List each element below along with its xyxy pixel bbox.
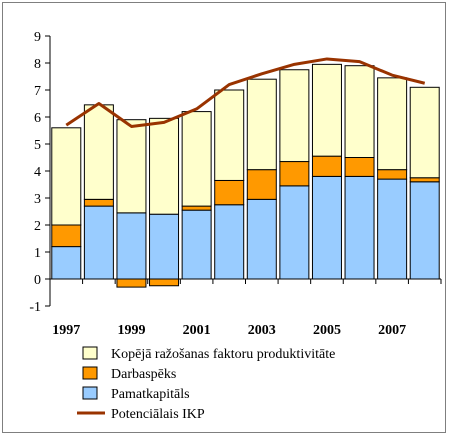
- bar-kopeja-razosanas-faktoru-produktivitate-1999: [116, 119, 147, 214]
- y-tick-label-5: 5: [34, 138, 41, 153]
- y-tick-label-7: 7: [34, 84, 41, 99]
- bar-darbaspeks-2004: [279, 161, 310, 187]
- bar-darbaspeks-1997: [51, 224, 82, 248]
- legend-label-kopeja-razosanas-faktoru-produktivitate: Kopējā ražošanas faktoru produktivitāte: [111, 347, 335, 362]
- bar-pamatkapitals-2002: [214, 204, 245, 280]
- bar-kopeja-razosanas-faktoru-produktivitate-2003: [246, 78, 277, 171]
- bar-pamatkapitals-1998: [83, 205, 114, 280]
- x-tick-label-2001: 2001: [183, 323, 211, 338]
- legend-swatch-kopeja-razosanas-faktoru-produktivitate: [82, 346, 98, 360]
- bar-kopeja-razosanas-faktoru-produktivitate-2006: [344, 65, 375, 158]
- bar-darbaspeks-2006: [344, 157, 375, 177]
- bar-pamatkapitals-2005: [311, 175, 342, 280]
- y-tick-label-6: 6: [34, 111, 41, 126]
- y-tick-label-9: 9: [34, 30, 41, 45]
- y-tick-label-8: 8: [34, 57, 41, 72]
- legend-swatch-darbaspeks: [82, 366, 98, 380]
- bar-pamatkapitals-2000: [149, 213, 180, 280]
- x-tick-label-2005: 2005: [313, 323, 341, 338]
- bar-pamatkapitals-2008: [409, 181, 440, 280]
- x-tick-label-1997: 1997: [52, 323, 80, 338]
- bar-kopeja-razosanas-faktoru-produktivitate-2004: [279, 69, 310, 163]
- line-potencialais-ikp: [65, 57, 426, 128]
- bar-darbaspeks-2000: [149, 278, 180, 287]
- bar-kopeja-razosanas-faktoru-produktivitate-2000: [149, 117, 180, 215]
- bar-pamatkapitals-2003: [246, 198, 277, 280]
- bar-darbaspeks-2005: [311, 155, 342, 177]
- bar-pamatkapitals-2007: [377, 178, 408, 280]
- y-tick-label--1: -1: [29, 300, 41, 315]
- legend-swatch-pamatkapitals: [82, 386, 98, 400]
- bar-pamatkapitals-1999: [116, 212, 147, 280]
- y-tick-label-0: 0: [34, 273, 41, 288]
- x-tick-label-2003: 2003: [248, 323, 276, 338]
- bar-kopeja-razosanas-faktoru-produktivitate-2001: [181, 111, 212, 207]
- bar-kopeja-razosanas-faktoru-produktivitate-1998: [83, 104, 114, 200]
- bar-kopeja-razosanas-faktoru-produktivitate-2002: [214, 89, 245, 181]
- bar-darbaspeks-2002: [214, 179, 245, 206]
- legend-label-potencialais-ikp: Potenciālais IKP: [111, 407, 205, 422]
- bar-pamatkapitals-2001: [181, 209, 212, 280]
- y-tick-label-3: 3: [34, 192, 41, 207]
- bar-darbaspeks-1998: [83, 198, 114, 207]
- y-tick-label-2: 2: [34, 219, 41, 234]
- legend-label-pamatkapitals: Pamatkapitāls: [111, 387, 190, 402]
- bar-pamatkapitals-2006: [344, 175, 375, 280]
- bar-darbaspeks-2001: [181, 205, 212, 211]
- bar-kopeja-razosanas-faktoru-produktivitate-2007: [377, 77, 408, 171]
- bar-darbaspeks-2008: [409, 177, 440, 183]
- bar-pamatkapitals-1997: [51, 246, 82, 280]
- x-tick-label-2007: 2007: [378, 323, 406, 338]
- bar-pamatkapitals-2004: [279, 185, 310, 280]
- bar-kopeja-razosanas-faktoru-produktivitate-2005: [311, 63, 342, 157]
- y-tick-label-4: 4: [34, 165, 41, 180]
- bar-darbaspeks-2007: [377, 169, 408, 180]
- bar-kopeja-razosanas-faktoru-produktivitate-2008: [409, 86, 440, 179]
- bar-darbaspeks-1999: [116, 278, 147, 288]
- bar-kopeja-razosanas-faktoru-produktivitate-1997: [51, 127, 82, 226]
- x-tick-label-1999: 1999: [117, 323, 145, 338]
- y-tick-label-1: 1: [34, 246, 41, 261]
- bar-darbaspeks-2003: [246, 169, 277, 200]
- legend-label-darbaspeks: Darbaspēks: [111, 367, 176, 382]
